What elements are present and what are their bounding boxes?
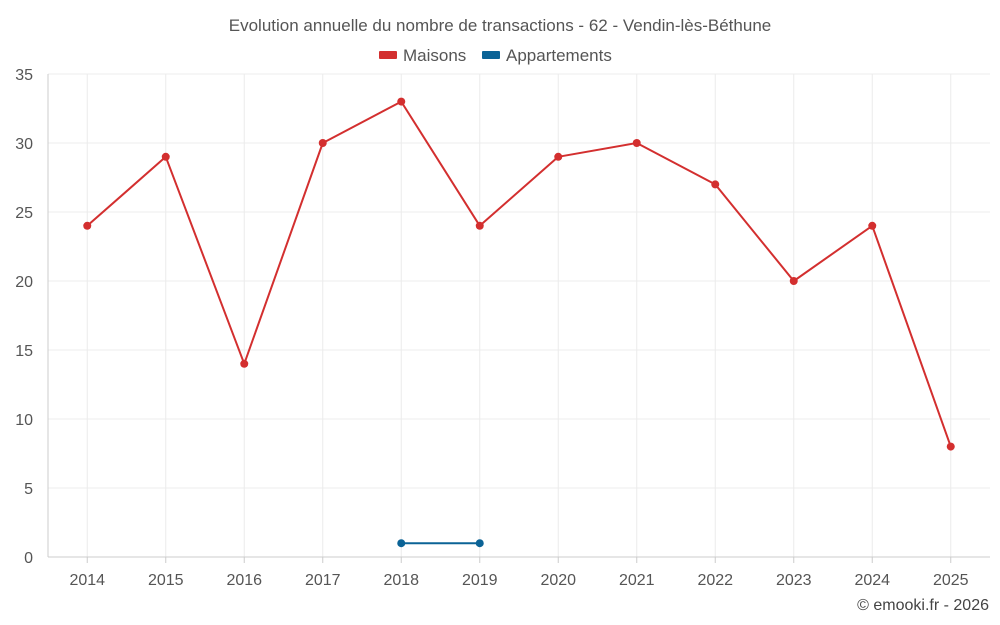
y-tick-label: 20 <box>15 274 33 291</box>
data-point-maisons-2018[interactable] <box>397 97 406 106</box>
series-appartements <box>397 539 484 548</box>
y-tick-label: 25 <box>15 205 33 222</box>
series <box>83 97 955 548</box>
legend: Maisons Appartements <box>379 46 612 65</box>
x-tick-label: 2025 <box>933 572 969 589</box>
chart-title: Evolution annuelle du nombre de transact… <box>229 16 771 35</box>
y-tick-label: 35 <box>15 67 33 84</box>
x-tick-label: 2020 <box>540 572 576 589</box>
data-point-maisons-2015[interactable] <box>161 152 170 161</box>
credit-text: © emooki.fr - 2026 <box>857 597 989 614</box>
x-tick-label: 2018 <box>383 572 419 589</box>
y-tick-label: 30 <box>15 136 33 153</box>
legend-label-appartements: Appartements <box>506 46 612 65</box>
data-point-maisons-2022[interactable] <box>711 180 720 189</box>
x-tick-label: 2024 <box>854 572 890 589</box>
y-tick-label: 5 <box>24 481 33 498</box>
x-tick-label: 2022 <box>697 572 733 589</box>
data-point-maisons-2024[interactable] <box>868 221 877 230</box>
x-tick-label: 2023 <box>776 572 812 589</box>
series-maisons <box>83 97 955 451</box>
data-point-maisons-2025[interactable] <box>946 442 955 451</box>
y-tick-label: 10 <box>15 412 33 429</box>
data-point-appartements-2018[interactable] <box>397 539 406 548</box>
gridlines <box>48 73 990 557</box>
data-point-maisons-2014[interactable] <box>83 221 92 230</box>
x-tick-label: 2021 <box>619 572 655 589</box>
x-tick-label: 2015 <box>148 572 184 589</box>
data-point-maisons-2021[interactable] <box>632 139 641 147</box>
x-tick-label: 2017 <box>305 572 341 589</box>
legend-swatch-maisons <box>379 51 397 59</box>
data-point-maisons-2023[interactable] <box>789 277 798 285</box>
x-tick-label: 2014 <box>69 572 105 589</box>
legend-item-maisons[interactable]: Maisons <box>379 46 466 65</box>
y-tick-label: 15 <box>15 343 33 360</box>
data-point-maisons-2019[interactable] <box>475 221 484 230</box>
legend-label-maisons: Maisons <box>403 46 466 65</box>
data-point-appartements-2019[interactable] <box>475 539 484 548</box>
y-tick-label: 0 <box>24 550 33 567</box>
x-tick-label: 2019 <box>462 572 498 589</box>
data-point-maisons-2020[interactable] <box>554 152 563 161</box>
legend-item-appartements[interactable]: Appartements <box>482 46 612 65</box>
data-point-maisons-2016[interactable] <box>240 359 249 368</box>
x-tick-label: 2016 <box>226 572 262 589</box>
series-line-maisons <box>86 100 952 447</box>
legend-swatch-appartements <box>482 51 500 59</box>
data-point-maisons-2017[interactable] <box>318 139 327 147</box>
